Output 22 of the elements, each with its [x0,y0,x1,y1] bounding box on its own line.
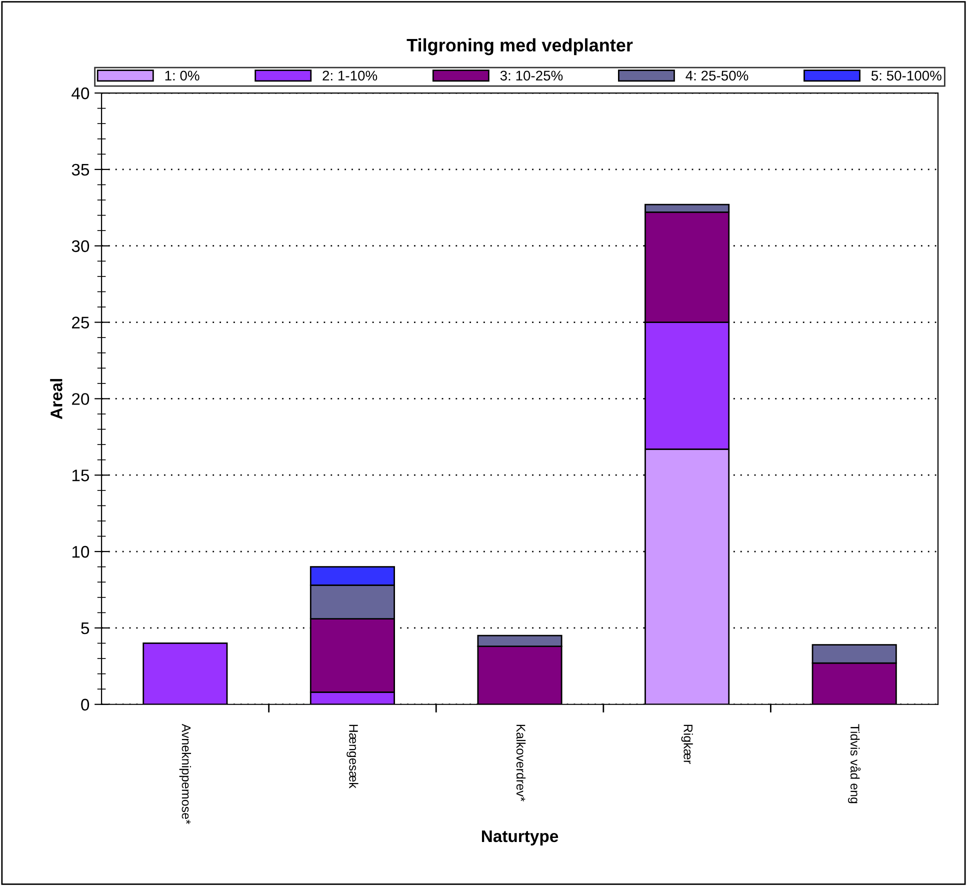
y-tick-label: 5 [81,622,90,634]
legend-label: 1: 0% [165,70,200,81]
y-tick-label: 15 [72,470,90,482]
legend-label: 4: 25-50% [686,70,748,81]
y-axis-title: Areal [50,379,62,420]
x-tick-label: Rigkær [681,724,693,764]
x-tick-label: Avneknippemose* [179,724,192,824]
x-axis-title: Naturtype [482,830,558,846]
chart-title: Tilgroning med vedplanter [406,38,633,56]
y-tick-label: 25 [72,316,90,328]
legend-label: 3: 10-25% [500,70,563,81]
y-tick-label: 0 [81,698,90,711]
y-tick-label: 10 [72,546,90,558]
x-tick-label: Tidvis våd eng [848,724,861,804]
x-tick-label: Kalkoverdrev* [516,724,526,802]
legend-label: 2: 1-10% [322,70,378,81]
y-tick-label: 40 [72,87,90,100]
y-tick-label: 20 [72,393,90,405]
y-tick-label: 30 [72,240,90,252]
y-tick-label: 35 [72,164,90,176]
x-tick-label: Hængesæk [346,724,358,788]
legend-label: 5: 50-100% [871,70,942,81]
